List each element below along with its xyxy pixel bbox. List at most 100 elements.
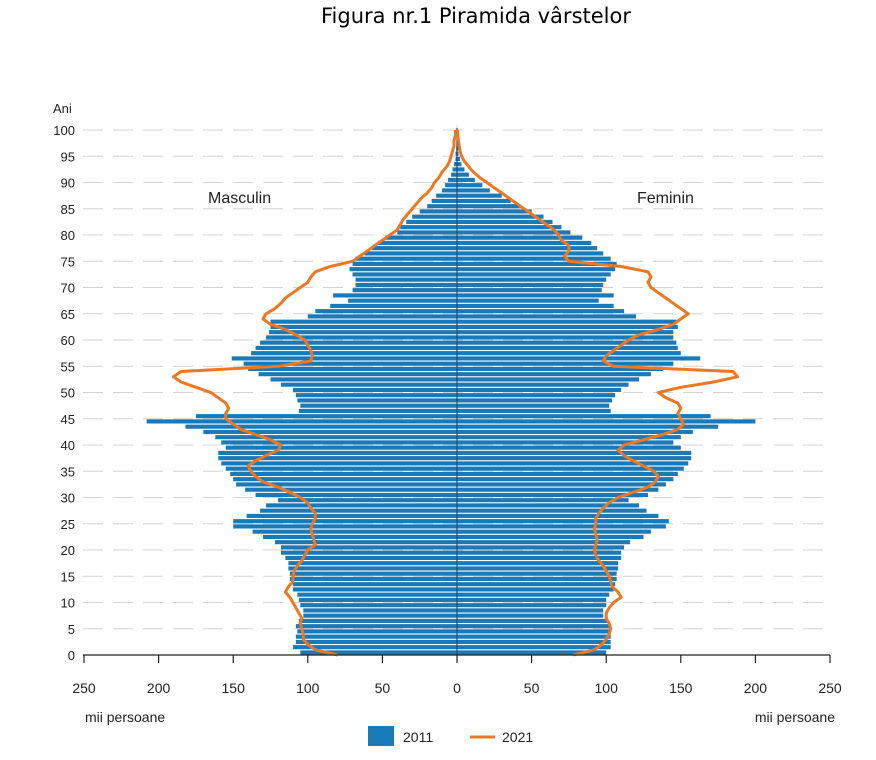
bar-2011-left-age-77	[371, 246, 457, 251]
bar-2011-left-age-30	[255, 492, 457, 497]
y-tick-label: 90	[61, 176, 75, 191]
legend-label-2021: 2021	[502, 729, 533, 745]
bar-2011-right-age-32	[457, 482, 666, 487]
bar-2011-left-age-75	[355, 256, 457, 261]
bar-2011-left-age-92	[452, 167, 457, 172]
bar-2011-right-age-22	[457, 534, 644, 539]
bar-2011-left-age-9	[300, 603, 457, 608]
bar-2011-left-age-72	[352, 272, 457, 277]
bar-2011-left-age-3	[295, 634, 457, 639]
bar-2011-right-age-31	[457, 487, 659, 492]
bar-2011-left-age-43	[185, 424, 457, 429]
bar-2011-left-age-55	[243, 361, 457, 366]
x-tick-label: 250	[72, 680, 96, 696]
bar-2011-right-age-36	[457, 461, 689, 466]
bar-2011-left-age-37	[218, 456, 457, 461]
bar-2011-right-age-50	[457, 387, 622, 392]
bar-2011-right-age-39	[457, 445, 681, 450]
bar-2011-left-age-78	[377, 240, 457, 245]
bar-2011-left-age-27	[260, 508, 457, 513]
y-tick-label: 30	[61, 491, 75, 506]
bar-2011-right-age-72	[457, 272, 611, 277]
bar-2011-right-age-26	[457, 513, 659, 518]
bar-2011-right-age-24	[457, 524, 666, 529]
bar-2011-right-age-65	[457, 309, 625, 314]
bar-2011-right-age-27	[457, 508, 647, 513]
bar-2011-left-age-41	[215, 435, 457, 440]
bar-2011-right-age-48	[457, 398, 613, 403]
bar-2011-left-age-63	[270, 319, 457, 324]
bar-2011-right-age-52	[457, 377, 640, 382]
bar-2011-right-age-69	[457, 288, 602, 293]
bar-2011-left-age-59	[260, 340, 457, 345]
bar-2011-right-age-51	[457, 382, 629, 387]
bar-2011-right-age-55	[457, 361, 674, 366]
bar-2011-right-age-34	[457, 471, 678, 476]
bar-2011-right-age-60	[457, 335, 674, 340]
bar-2011-right-age-73	[457, 267, 616, 272]
bar-2011-right-age-80	[457, 230, 571, 235]
bar-2011-left-age-76	[364, 251, 457, 256]
bar-2011-right-age-67	[457, 298, 599, 303]
x-tick-label: 50	[524, 680, 540, 696]
bar-2011-right-age-19	[457, 550, 622, 555]
bar-2011-left-age-56	[231, 356, 457, 361]
bar-2011-right-age-61	[457, 330, 674, 335]
bar-2011-right-age-49	[457, 393, 616, 398]
bar-2011-left-age-88	[442, 188, 457, 193]
bar-2011-right-age-86	[457, 198, 511, 203]
bar-2011-left-age-51	[280, 382, 457, 387]
bar-2011-right-age-7	[457, 613, 604, 618]
legend-label-2011: 2011	[403, 729, 433, 745]
y-tick-label: 85	[61, 202, 75, 217]
bar-2011-left-age-32	[236, 482, 457, 487]
bar-2011-right-age-78	[457, 240, 592, 245]
bar-2011-right-age-85	[457, 204, 520, 209]
bar-2011-left-age-23	[252, 529, 457, 534]
bar-2011-left-age-4	[297, 629, 457, 634]
bar-2011-left-age-17	[288, 561, 457, 566]
side-label-feminin: Feminin	[637, 190, 694, 207]
bar-2011-left-age-22	[263, 534, 457, 539]
bar-2011-right-age-35	[457, 466, 684, 471]
x-tick-label: 100	[296, 680, 320, 696]
bar-2011-left-age-66	[330, 303, 457, 308]
x-tick-label: 200	[744, 680, 768, 696]
bar-2011-left-age-1	[292, 645, 457, 650]
bar-2011-right-age-63	[457, 319, 677, 324]
bar-2011-left-age-28	[266, 503, 457, 508]
x-axis-label-right: mii persoane	[755, 709, 835, 725]
bar-2011-left-age-49	[295, 393, 457, 398]
bar-2011-left-age-68	[333, 293, 457, 298]
bar-2011-left-age-20	[280, 545, 457, 550]
bar-2011-left-age-46	[298, 408, 457, 413]
x-tick-label: 50	[375, 680, 391, 696]
bar-2011-left-age-11	[297, 592, 457, 597]
bar-2011-left-age-82	[406, 219, 457, 224]
bar-2011-right-age-33	[457, 477, 674, 482]
bar-2011-right-age-28	[457, 503, 640, 508]
bar-2011-left-age-67	[348, 298, 457, 303]
bar-2011-right-age-29	[457, 498, 629, 503]
bar-2011-right-age-94	[457, 156, 460, 161]
bar-2011-right-age-44	[457, 419, 756, 424]
bar-2011-left-age-42	[203, 429, 457, 434]
y-tick-label: 80	[61, 228, 75, 243]
bar-2011-left-age-38	[218, 450, 457, 455]
bar-2011-right-age-81	[457, 225, 562, 230]
bar-2011-right-age-57	[457, 351, 681, 356]
bar-2011-right-age-46	[457, 408, 611, 413]
bar-2011-left-age-8	[303, 608, 457, 613]
bar-2011-right-age-6	[457, 618, 608, 623]
bar-2011-left-age-54	[248, 366, 457, 371]
bar-2011-left-age-14	[289, 576, 457, 581]
bar-2011-left-age-79	[385, 235, 457, 240]
bar-2011-right-age-76	[457, 251, 604, 256]
bar-2011-left-age-85	[427, 204, 457, 209]
bar-2011-right-age-82	[457, 219, 553, 224]
bar-2011-left-age-0	[300, 650, 457, 655]
bar-2011-left-age-19	[280, 550, 457, 555]
bar-2011-right-age-21	[457, 540, 631, 545]
bar-2011-right-age-13	[457, 582, 616, 587]
bar-2011-right-age-66	[457, 303, 614, 308]
